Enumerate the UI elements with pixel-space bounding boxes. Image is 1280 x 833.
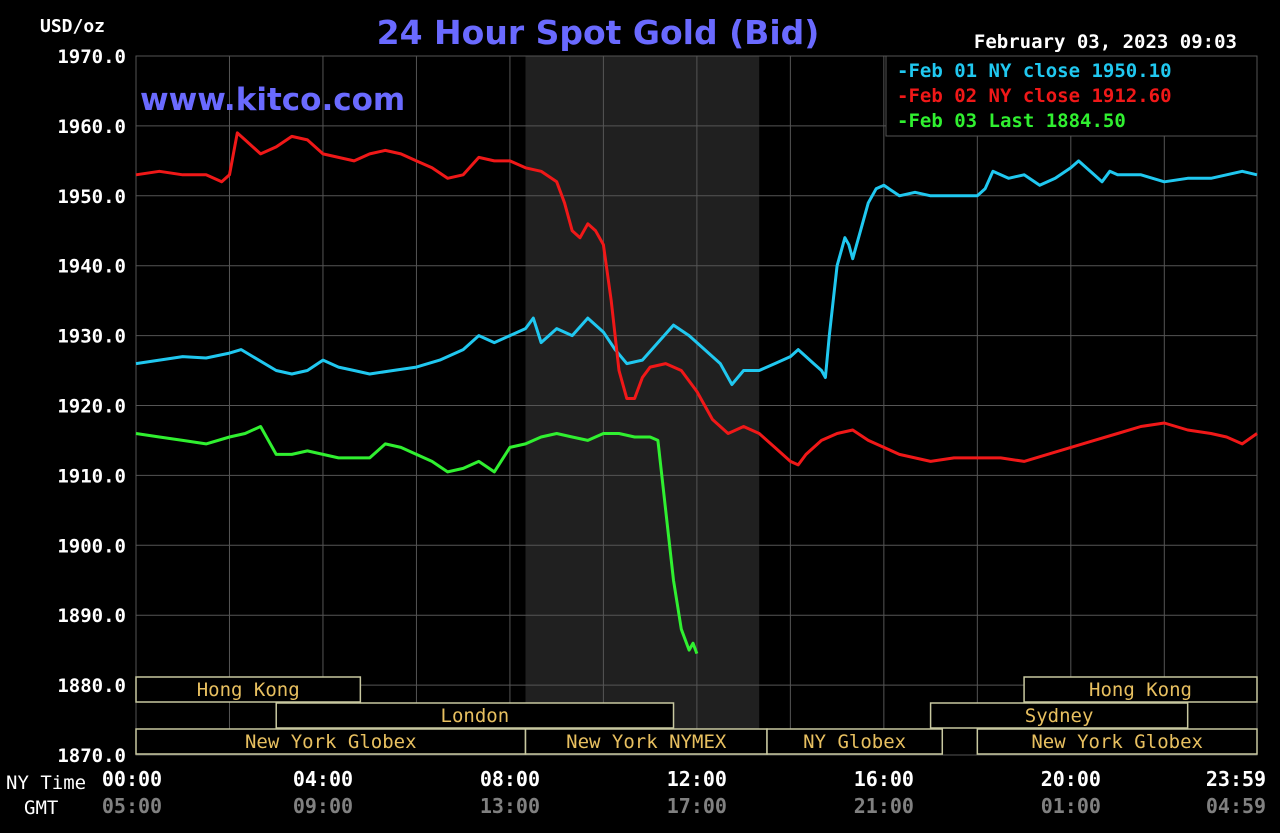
session-label: New York Globex: [245, 731, 417, 753]
session-label: Hong Kong: [197, 679, 300, 701]
kitco-watermark: www.kitco.com: [140, 82, 405, 118]
legend-box: [885, 55, 1258, 137]
series-line-2: [135, 131, 1258, 467]
y-tick-label: 1940.0: [57, 256, 126, 278]
y-unit-label: USD/oz: [40, 16, 105, 37]
gmt-label: GMT: [24, 797, 58, 819]
y-tick-label: 1870.0: [57, 745, 126, 767]
session-bar: [1023, 676, 1258, 703]
series-line-3: [135, 425, 699, 655]
y-tick-label: 1900.0: [57, 535, 126, 557]
y-tick-label: 1920.0: [57, 396, 126, 418]
y-axis-labels: 1970.0 1960.0 1950.0 1940.0 1930.0 1920.0 1910…: [57, 46, 126, 767]
session-label: London: [441, 705, 510, 727]
y-tick-label: 1910.0: [57, 465, 126, 487]
chart-timestamp: February 03, 2023 09:03: [974, 31, 1237, 53]
x-tick-label-ny: 23:59: [1206, 767, 1266, 791]
session-bar: [135, 676, 362, 703]
ny-time-label: NY Time: [6, 772, 86, 794]
x-tick-label-gmt: 05:00: [102, 794, 162, 818]
series-line-1: [135, 159, 1258, 386]
session-bar: [135, 728, 527, 755]
x-tick-label-ny: 00:00: [102, 767, 162, 791]
x-tick-label-gmt: 17:00: [667, 794, 727, 818]
legend-entry: -Feb 03 Last 1884.50: [897, 110, 1126, 132]
chart-legend: -Feb 01 NY close 1950.10 -Feb 02 NY close…: [885, 55, 1258, 137]
x-tick-label-ny: 04:00: [293, 767, 353, 791]
session-label: New York Globex: [1031, 731, 1203, 753]
x-axis-labels: 00:00 05:00 04:00 09:00 08:00 13:00 12:00 17:00…: [102, 767, 1266, 818]
chart-title: 24 Hour Spot Gold (Bid): [377, 13, 820, 52]
y-tick-label: 1930.0: [57, 326, 126, 348]
x-tick-label-gmt: 04:59: [1206, 794, 1266, 818]
x-tick-label-ny: 12:00: [667, 767, 727, 791]
session-bar: [929, 702, 1189, 729]
chart-grid: [135, 55, 1258, 756]
y-tick-label: 1960.0: [57, 116, 126, 138]
session-label: New York NYMEX: [566, 731, 727, 753]
y-tick-label: 1970.0: [57, 46, 126, 68]
y-tick-label: 1950.0: [57, 186, 126, 208]
legend-entry: -Feb 01 NY close 1950.10: [897, 60, 1172, 82]
session-bar: [275, 702, 675, 729]
x-tick-label-ny: 16:00: [854, 767, 914, 791]
x-tick-label-ny: 08:00: [480, 767, 540, 791]
session-label: Sydney: [1025, 705, 1094, 727]
y-tick-label: 1880.0: [57, 675, 126, 697]
x-tick-label-gmt: 21:00: [854, 794, 914, 818]
chart-series: [135, 131, 1258, 655]
session-bar: [524, 728, 768, 755]
session-bar: [766, 728, 944, 755]
x-tick-label-gmt: 09:00: [293, 794, 353, 818]
y-tick-label: 1890.0: [57, 605, 126, 627]
x-tick-label-gmt: 13:00: [480, 794, 540, 818]
session-bar: [976, 728, 1258, 755]
x-tick-label-ny: 20:00: [1041, 767, 1101, 791]
legend-entry: -Feb 02 NY close 1912.60: [897, 85, 1172, 107]
x-tick-label-gmt: 01:00: [1041, 794, 1101, 818]
session-label: Hong Kong: [1089, 679, 1192, 701]
session-bars: Hong Kong Hong Kong London Sydney New York G…: [135, 676, 1258, 755]
session-label: NY Globex: [803, 731, 906, 753]
